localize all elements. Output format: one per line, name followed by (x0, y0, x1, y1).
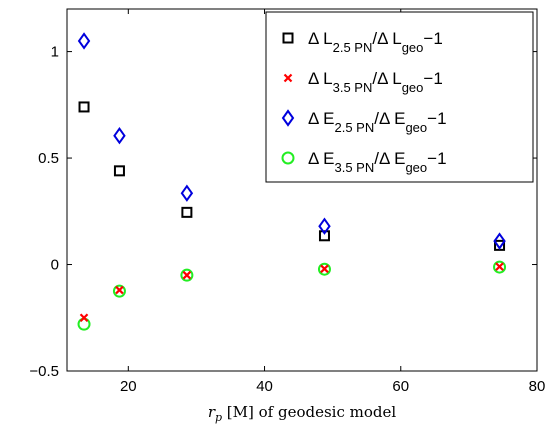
point-dE25-3-shape (318, 217, 331, 235)
point-dL25-4-shape (494, 239, 506, 251)
point-dL25-0-shape (78, 101, 90, 113)
point-dL25-1 (113, 165, 125, 177)
legend-dL35-mid: /Δ L (372, 69, 401, 88)
legend-dE25-sub2: geo (405, 120, 427, 135)
legend-dL25-sub1: 2.5 PN (333, 40, 373, 55)
point-dE25-2 (180, 184, 194, 202)
x-axis-label-rest: [M] of geodesic model (222, 403, 396, 421)
legend-dE35-post: −1 (427, 149, 446, 168)
x-axis-label: rp [M] of geodesic model (208, 403, 397, 424)
point-dE35-1 (112, 284, 126, 298)
legend-dE25-post: −1 (427, 109, 446, 128)
legend-label-dL25: Δ L2.5 PN/Δ Lgeo−1 (308, 29, 443, 55)
point-dL25-2 (181, 206, 193, 218)
legend-marker-dL25 (282, 32, 294, 44)
y-tick-label-2: 0.5 (38, 150, 59, 167)
x-tick-label-2: 60 (392, 378, 409, 395)
legend-dL25-post: −1 (423, 29, 442, 48)
legend-dE25-sub1: 2.5 PN (334, 120, 374, 135)
legend-marker-dE35 (281, 151, 295, 165)
legend-dE35-sub1: 3.5 PN (334, 160, 374, 175)
y-tick-label-0: −0.5 (29, 363, 59, 380)
legend-dL35-pre: Δ L (308, 69, 333, 88)
legend: Δ L2.5 PN/Δ Lgeo−1Δ L3.5 PN/Δ Lgeo−1Δ E2… (265, 11, 534, 183)
point-dL25-3-shape (318, 230, 330, 242)
legend-dE25-pre: Δ E (308, 109, 334, 128)
point-dE35-2-shape (180, 268, 194, 282)
point-dE35-2 (180, 268, 194, 282)
legend-dE35-sub2: geo (405, 160, 427, 175)
point-dE25-4 (493, 232, 506, 250)
x-axis-label-sub: p (215, 411, 222, 424)
point-dL25-4 (494, 239, 506, 251)
legend-marker-dE25-shape (281, 109, 295, 127)
point-dL35-1 (115, 285, 124, 295)
point-dE35-4-shape (493, 260, 507, 274)
point-dL35-0-stroke-b (79, 313, 89, 323)
x-tick-label-0: 20 (120, 378, 137, 395)
axes-frame (66, 8, 538, 372)
point-dE25-4-shape (493, 232, 506, 250)
legend-marker-dE25 (281, 109, 295, 127)
x-tick-label-1: 40 (256, 378, 273, 395)
point-dL25-0 (78, 101, 90, 113)
legend-dE35-mid: /Δ E (374, 149, 405, 168)
point-dL35-3 (320, 264, 329, 274)
point-dE25-0-shape (77, 32, 91, 50)
point-dE25-2-shape (180, 184, 194, 202)
legend-dL25-mid: /Δ L (372, 29, 401, 48)
data-marks (77, 32, 507, 331)
point-dE35-3-shape (317, 262, 331, 276)
legend-dL35-post: −1 (423, 69, 442, 88)
point-dE35-3 (317, 262, 331, 276)
legend-marker-dL35 (283, 73, 293, 83)
legend-label-dL35: Δ L3.5 PN/Δ Lgeo−1 (308, 69, 443, 95)
x-axis-label-var: r (208, 403, 216, 421)
point-dL35-4 (495, 262, 504, 271)
legend-marker-dL25-shape (282, 32, 294, 44)
legend-dL25-pre: Δ L (308, 29, 333, 48)
legend-dL35-sub1: 3.5 PN (333, 80, 373, 95)
point-dL25-2-shape (181, 206, 193, 218)
x-tick-label-3: 80 (529, 378, 546, 395)
point-dL25-3 (318, 230, 330, 242)
point-dL35-2 (182, 270, 192, 280)
legend-label-dE25: Δ E2.5 PN/Δ Egeo−1 (308, 109, 447, 135)
legend-dL35-sub2: geo (402, 80, 424, 95)
axes: 20 40 60 80 −0.5 0 0.5 1 (29, 8, 546, 395)
point-dL35-0 (79, 313, 89, 323)
point-dE35-1-shape (112, 284, 126, 298)
point-dE25-3 (318, 217, 331, 235)
legend-dE25-mid: /Δ E (374, 109, 405, 128)
y-tick-label-3: 1 (51, 44, 59, 61)
point-dL25-1-shape (113, 165, 125, 177)
legend-marker-dE35-shape (281, 151, 295, 165)
point-dE35-4 (493, 260, 507, 274)
legend-dE35-pre: Δ E (308, 149, 334, 168)
point-dL35-4-stroke-b (495, 262, 504, 271)
point-dL35-3-stroke-b (320, 264, 329, 274)
legend-label-dE35: Δ E3.5 PN/Δ Egeo−1 (308, 149, 447, 175)
y-tick-label-1: 0 (51, 257, 59, 274)
legend-marker-dL35-stroke-b (283, 73, 293, 83)
legend-box (265, 11, 534, 183)
legend-dL25-sub2: geo (402, 40, 424, 55)
point-dE25-1-shape (113, 126, 126, 145)
point-dL35-2-stroke-b (182, 270, 192, 280)
point-dE25-0 (77, 32, 91, 50)
point-dL35-1-stroke-b (115, 285, 124, 295)
point-dE25-1 (113, 126, 126, 145)
